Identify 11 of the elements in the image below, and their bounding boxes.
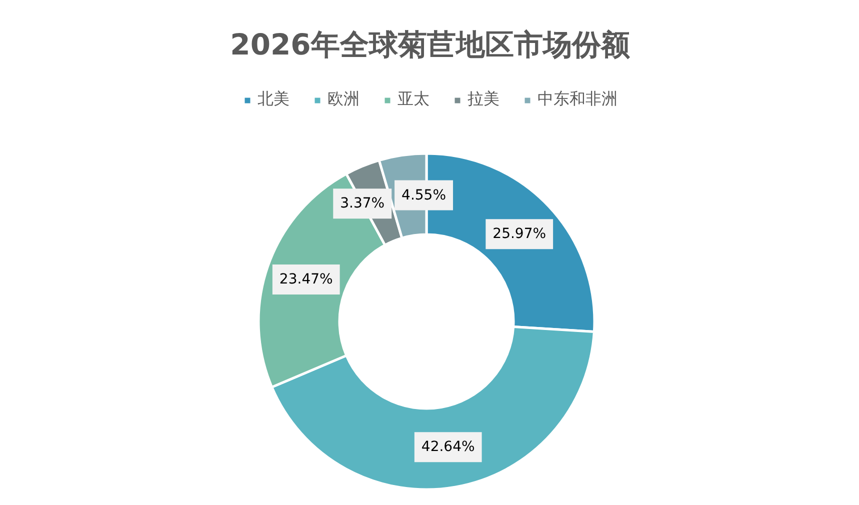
legend-label: 欧洲 xyxy=(328,89,360,110)
data-label: 23.47% xyxy=(279,271,333,288)
chart-title: 2026年全球菊苣地区市场份额 xyxy=(230,28,631,62)
legend-label: 北美 xyxy=(258,89,290,110)
data-label: 25.97% xyxy=(492,226,546,242)
legend-label: 亚太 xyxy=(398,89,430,110)
data-label: 3.37% xyxy=(340,196,385,212)
legend-label: 中东和非洲 xyxy=(538,89,618,110)
legend-label: 拉美 xyxy=(468,89,500,110)
data-label: 42.64% xyxy=(421,439,475,456)
data-label: 4.55% xyxy=(402,187,446,204)
